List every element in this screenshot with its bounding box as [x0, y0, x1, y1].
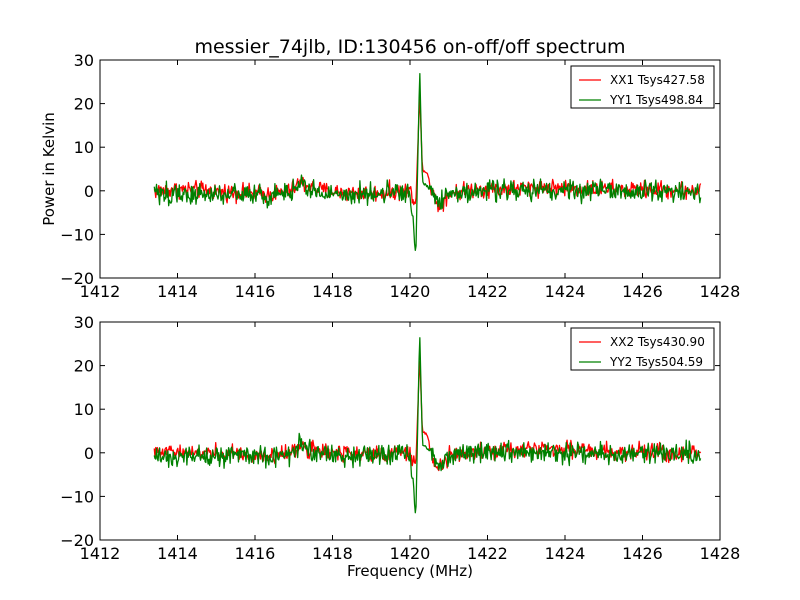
legend: XX2 Tsys430.90 YY2 Tsys504.59 — [570, 327, 715, 371]
x-tick-label: 1412 — [80, 282, 121, 301]
y-tick-label: 10 — [74, 138, 94, 157]
x-tick-label: 1426 — [622, 282, 663, 301]
x-tick-label: 1424 — [545, 544, 586, 563]
y-tick-label: 30 — [74, 51, 94, 70]
y-tick-label: −10 — [60, 487, 94, 506]
y-tick-label: 30 — [74, 313, 94, 332]
chart-title: messier_74jlb, ID:130456 on-off/off spec… — [194, 36, 625, 58]
x-tick-label: 1422 — [467, 544, 508, 563]
series-line-yy — [153, 337, 702, 514]
y-tick-label: 20 — [74, 357, 94, 376]
bottom-panel: 1412 1414 1416 1418 1420 1422 1424 1426 1428 −20 −… — [60, 313, 740, 563]
x-tick-label: 1422 — [467, 282, 508, 301]
legend-box — [570, 327, 715, 371]
y-tick-label: −20 — [60, 269, 94, 288]
plot-area — [153, 73, 702, 252]
legend: XX1 Tsys427.58 YY1 Tsys498.84 — [570, 65, 715, 109]
series-line-yy — [153, 73, 702, 252]
x-axis-label: Frequency (MHz) — [347, 562, 473, 580]
x-tick-label: 1414 — [157, 544, 198, 563]
x-tick-label: 1418 — [312, 544, 353, 563]
legend-label: XX2 Tsys430.90 — [610, 335, 705, 349]
x-tick-label: 1414 — [157, 282, 198, 301]
x-tick-label: 1416 — [235, 544, 276, 563]
x-tick-label: 1428 — [700, 282, 741, 301]
legend-label: YY2 Tsys504.59 — [609, 355, 703, 369]
x-tick-label: 1420 — [390, 544, 431, 563]
x-tick-label: 1420 — [390, 282, 431, 301]
x-tick-label: 1428 — [700, 544, 741, 563]
y-tick-label: 0 — [84, 182, 94, 201]
y-tick-label: 10 — [74, 400, 94, 419]
x-tick-label: 1418 — [312, 282, 353, 301]
x-tick-label: 1412 — [80, 544, 121, 563]
x-tick-label: 1426 — [622, 544, 663, 563]
y-tick-label: 0 — [84, 444, 94, 463]
x-tick-label: 1416 — [235, 282, 276, 301]
legend-label: YY1 Tsys498.84 — [609, 93, 703, 107]
y-tick-label: −10 — [60, 225, 94, 244]
legend-label: XX1 Tsys427.58 — [610, 73, 705, 87]
x-tick-label: 1424 — [545, 282, 586, 301]
y-axis-label: Power in Kelvin — [40, 112, 58, 226]
top-panel: 1412 1414 1416 1418 1420 1422 1424 1426 1428 −20 −… — [60, 51, 740, 301]
legend-box — [570, 65, 715, 109]
y-tick-label: −20 — [60, 531, 94, 550]
y-tick-label: 20 — [74, 95, 94, 114]
plot-area — [153, 337, 702, 514]
